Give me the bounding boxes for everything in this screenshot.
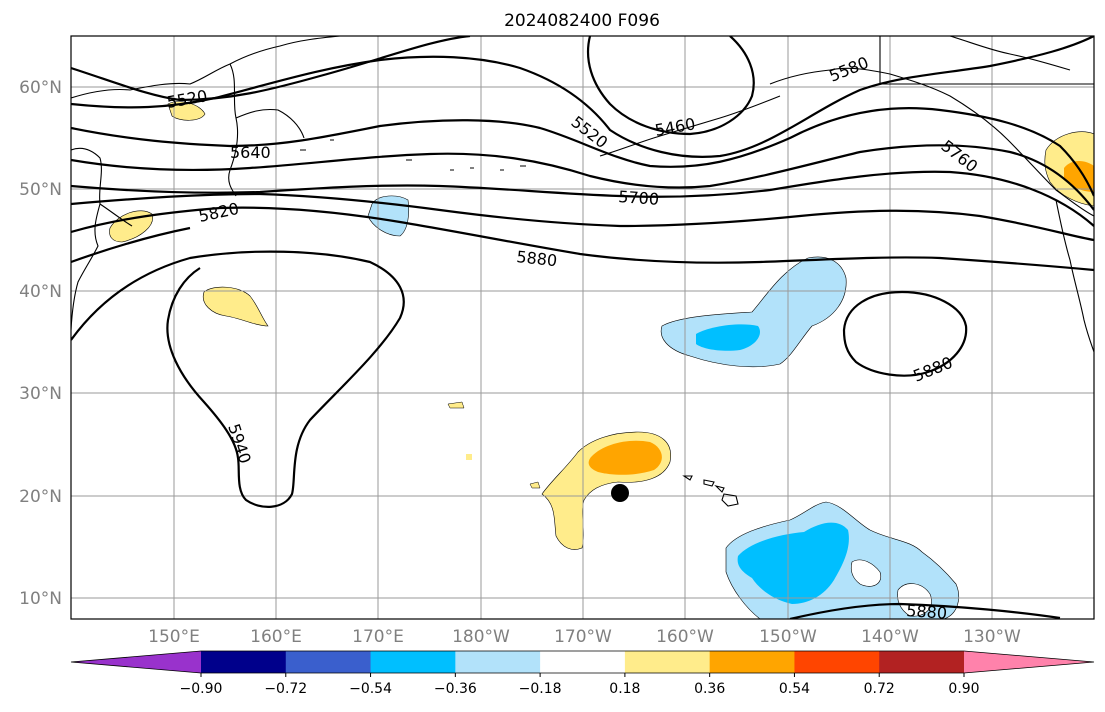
positive-anomaly-patch bbox=[167, 101, 206, 121]
lat-label: 60°N bbox=[19, 78, 62, 98]
colorbar-segment bbox=[370, 651, 456, 673]
lon-label: 160°W bbox=[656, 627, 714, 647]
colorbar-segment bbox=[455, 651, 541, 673]
positive-anomaly-patch bbox=[529, 481, 541, 489]
colorbar-tick-label: −0.72 bbox=[264, 681, 307, 697]
colorbar-tick-label: −0.90 bbox=[180, 681, 223, 697]
colorbar-extend-max bbox=[964, 651, 1094, 673]
lon-label: 150°E bbox=[148, 627, 200, 647]
colorbar-tick-label: −0.54 bbox=[349, 681, 392, 697]
positive-anomaly-patch bbox=[202, 286, 269, 327]
anomaly-shading bbox=[109, 101, 1094, 619]
colorbar-tick-label: 0.72 bbox=[864, 681, 895, 697]
lat-label: 50°N bbox=[19, 180, 62, 200]
colorbar-segment bbox=[624, 651, 711, 673]
lon-label: 170°E bbox=[352, 627, 404, 647]
colorbar-tick-label: 0.18 bbox=[609, 681, 640, 697]
negative-anomaly-core bbox=[737, 522, 849, 604]
lat-label: 30°N bbox=[19, 384, 62, 404]
map-title: 2024082400 F096 bbox=[504, 11, 660, 31]
lat-label: 40°N bbox=[19, 282, 62, 302]
map-area bbox=[71, 36, 1094, 619]
contour-label: 5880 bbox=[516, 247, 558, 270]
lon-label: 160°E bbox=[250, 627, 302, 647]
contour-label: 5940 bbox=[224, 421, 255, 466]
colorbar-extend-min bbox=[71, 651, 201, 673]
colorbar-segment bbox=[540, 651, 626, 673]
lon-label: 130°W bbox=[963, 627, 1021, 647]
colorbar: −0.90 −0.72 −0.54 −0.36 −0.18 0.18 0.36 0.54 0.7… bbox=[70, 650, 1095, 697]
longitude-labels: 150°E 160°E 170°E 180°W 170°W 160°W 150°… bbox=[148, 627, 1021, 647]
contour-label: 5880 bbox=[906, 601, 948, 623]
contour-label: 5580 bbox=[826, 53, 871, 86]
lon-label: 140°W bbox=[861, 627, 919, 647]
contour-label: 5760 bbox=[938, 136, 982, 176]
colorbar-segment bbox=[285, 651, 372, 673]
colorbar-tick-label: −0.18 bbox=[519, 681, 562, 697]
negative-anomaly-region bbox=[660, 256, 847, 368]
contour-label: 5520 bbox=[165, 86, 208, 112]
positive-anomaly-patch bbox=[447, 401, 465, 409]
contour-label: 5880 bbox=[910, 353, 955, 386]
contour-label: 5820 bbox=[197, 199, 241, 226]
storm-center-marker bbox=[611, 484, 629, 502]
colorbar-segment bbox=[709, 651, 795, 673]
colorbar-tick-label: −0.36 bbox=[434, 681, 477, 697]
lon-label: 170°W bbox=[554, 627, 612, 647]
colorbar-tick-label: 0.54 bbox=[779, 681, 810, 697]
neutral-gap bbox=[850, 559, 882, 587]
colorbar-tick-label: 0.36 bbox=[694, 681, 725, 697]
positive-anomaly-core bbox=[588, 440, 662, 475]
graticule bbox=[71, 36, 1094, 619]
map-frame bbox=[70, 35, 1095, 620]
lon-label: 150°W bbox=[759, 627, 817, 647]
lat-label: 20°N bbox=[19, 487, 62, 507]
negative-anomaly-core bbox=[696, 324, 760, 351]
contour-label: 5640 bbox=[230, 143, 271, 162]
height-contours bbox=[71, 36, 1094, 619]
colorbar-segment bbox=[879, 651, 965, 673]
colorbar-tick-label: 0.90 bbox=[948, 681, 979, 697]
lat-label: 10°N bbox=[19, 589, 62, 609]
contour-label: 5460 bbox=[653, 114, 696, 140]
colorbar-segment bbox=[201, 651, 287, 673]
lon-label: 180°W bbox=[452, 627, 510, 647]
positive-anomaly-patch bbox=[466, 454, 472, 460]
latitude-labels: 60°N 50°N 40°N 30°N 20°N 10°N bbox=[19, 78, 62, 609]
contour-label: 5700 bbox=[618, 187, 660, 209]
colorbar-segment bbox=[794, 651, 880, 673]
